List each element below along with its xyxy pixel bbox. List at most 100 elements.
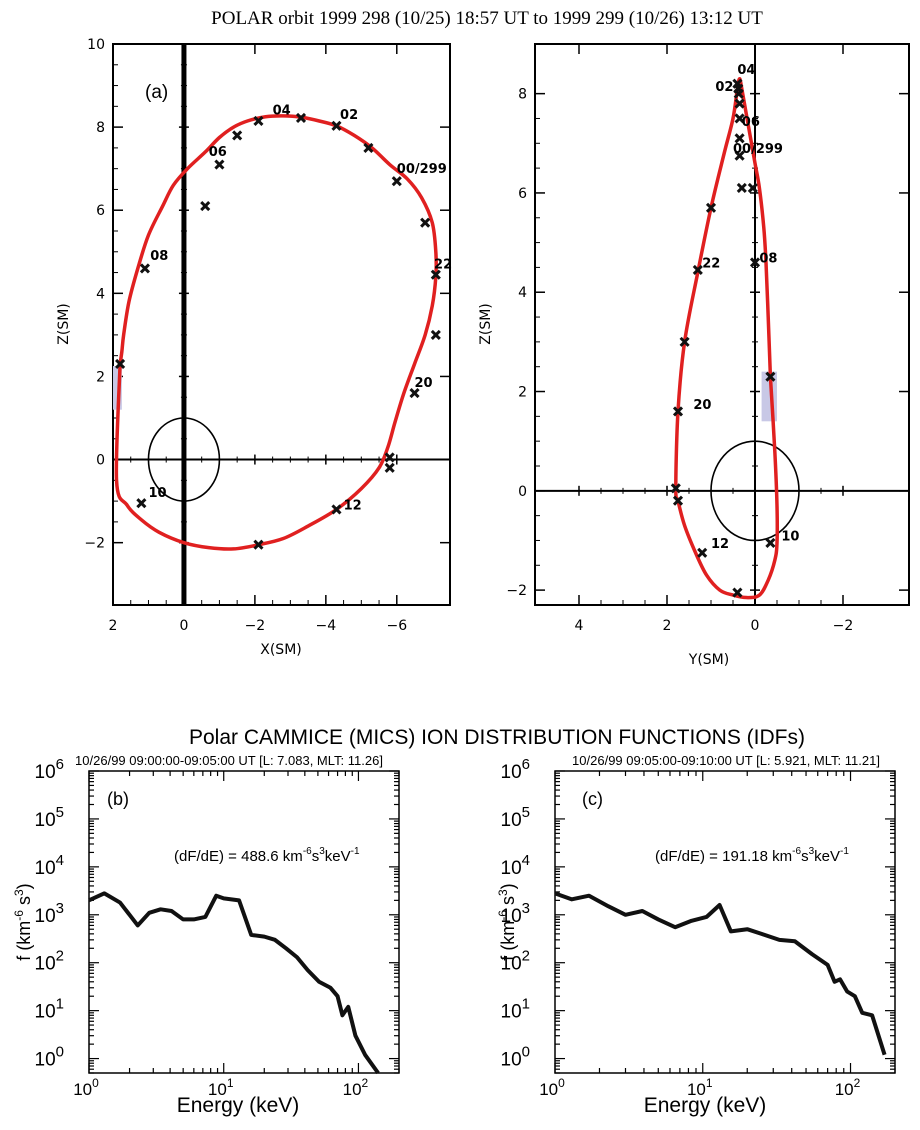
- tick-base: 10: [35, 1050, 56, 1071]
- y-unit-close: ): [498, 883, 518, 889]
- marker-stroke: [679, 336, 690, 347]
- hour-marker: [734, 113, 745, 124]
- tick-exponent: 2: [854, 1076, 861, 1090]
- marker-stroke: [749, 257, 761, 268]
- tick-marks: [112, 43, 450, 605]
- y-tick-label: 8: [96, 120, 105, 136]
- marker-stroke: [734, 150, 745, 161]
- marker-stroke: [697, 547, 708, 558]
- tick-exponent: 5: [56, 804, 64, 821]
- y-tick-label: −2: [84, 536, 105, 552]
- hour-marker: [672, 495, 684, 506]
- x-tick-label: 102: [835, 1076, 861, 1099]
- hour-labels: 04 02 06 00/299 08 22 20 12 10: [693, 63, 799, 552]
- tick-base: 10: [501, 810, 522, 831]
- y-tick-label: 103: [501, 900, 530, 927]
- orbit-line: [114, 114, 439, 551]
- tick-base: 10: [35, 954, 56, 975]
- x-axis-label: Y(SM): [688, 652, 729, 668]
- slope-unit-s: s: [801, 848, 809, 865]
- marker-stroke: [670, 483, 681, 494]
- x-tick-label: 102: [343, 1076, 369, 1099]
- hour-marker: [747, 182, 758, 194]
- y-tick-label: 6: [518, 186, 527, 202]
- tick-exponent: 0: [92, 1076, 99, 1090]
- tick-exponent: 6: [522, 756, 530, 773]
- x-tick-label: −2: [833, 618, 854, 634]
- slope-annotation-text: (dF/dE) = 191.18 km: [655, 848, 792, 865]
- y-tick-label: 104: [35, 852, 64, 879]
- idf-line: [88, 891, 380, 1075]
- earth-circle: [710, 440, 800, 542]
- x-tick-labels: 4 2 0 −2: [575, 618, 854, 634]
- idf-line: [554, 891, 887, 1056]
- y-tick-label: 102: [501, 948, 530, 975]
- tick-exponent: 5: [522, 804, 530, 821]
- hour-label: 10: [148, 486, 166, 501]
- tick-exponent: 4: [56, 852, 64, 869]
- y-tick-label: 2: [96, 369, 105, 385]
- hour-label: 22: [434, 257, 452, 272]
- slope-unit-kev-exp: -1: [840, 846, 849, 857]
- tick-base: 10: [35, 906, 56, 927]
- marker-stroke: [363, 142, 374, 153]
- hour-label: 12: [711, 537, 729, 552]
- orbit-line: [674, 77, 780, 600]
- hour-marker: [384, 462, 395, 473]
- tick-base: 10: [35, 858, 56, 879]
- hour-marker: [734, 133, 745, 144]
- y-axis-label-text: f (km: [498, 921, 518, 961]
- hour-label: 00/299: [733, 142, 783, 157]
- x-tick-label: 0: [751, 618, 760, 634]
- y-tick-label: 4: [518, 285, 527, 301]
- y-tick-label: 101: [501, 996, 530, 1023]
- marker-stroke: [672, 406, 684, 417]
- x-tick-label: 4: [575, 618, 584, 634]
- hour-marker: [734, 98, 745, 109]
- marker-stroke: [765, 371, 776, 382]
- y-tick-label: 2: [518, 385, 527, 401]
- hour-marker: [765, 371, 776, 382]
- plot-frame: [112, 43, 451, 606]
- y-tick-label: 8: [518, 87, 527, 103]
- hour-marker: [295, 112, 307, 124]
- hour-marker: [136, 498, 147, 509]
- hour-label: 06: [742, 115, 760, 130]
- marker-stroke: [232, 130, 243, 141]
- hour-marker: [765, 537, 776, 549]
- y-tick-label: 106: [501, 756, 530, 783]
- marker-stroke: [214, 159, 225, 170]
- y-tick-label: 100: [501, 1044, 530, 1071]
- y-tick-label: 100: [35, 1044, 64, 1071]
- hour-marker: [115, 358, 126, 370]
- marker-stroke: [734, 98, 745, 109]
- tick-exponent: 0: [558, 1076, 565, 1090]
- hour-marker: [670, 483, 681, 494]
- tick-base: 10: [501, 1050, 522, 1071]
- y-axis-label-text: f (km: [14, 921, 34, 961]
- y-axis-label: f (km-6 s3): [12, 883, 34, 960]
- y-unit-s-exp: 3: [496, 889, 510, 896]
- tick-exponent: 0: [522, 1044, 530, 1061]
- hour-marker: [139, 263, 150, 274]
- hour-marker: [679, 336, 690, 347]
- tick-exponent: 0: [56, 1044, 64, 1061]
- tick-base: 10: [501, 906, 522, 927]
- tick-base: 10: [539, 1080, 558, 1099]
- tick-base: 10: [501, 762, 522, 783]
- tick-base: 10: [73, 1080, 92, 1099]
- marker-stroke: [295, 112, 307, 124]
- slope-annotation: (dF/dE) = 191.18 km-6s3keV-1: [655, 846, 849, 865]
- tick-base: 10: [501, 954, 522, 975]
- marker-stroke: [384, 462, 395, 473]
- x-tick-label: −2: [245, 618, 266, 634]
- hour-marker: [232, 130, 243, 141]
- slope-annotation: (dF/dE) = 488.6 km-6s3keV-1: [174, 846, 360, 865]
- slope-unit-s: s: [312, 848, 320, 865]
- y-axis-label: Z(SM): [56, 303, 72, 344]
- tick-exponent: 2: [522, 948, 530, 965]
